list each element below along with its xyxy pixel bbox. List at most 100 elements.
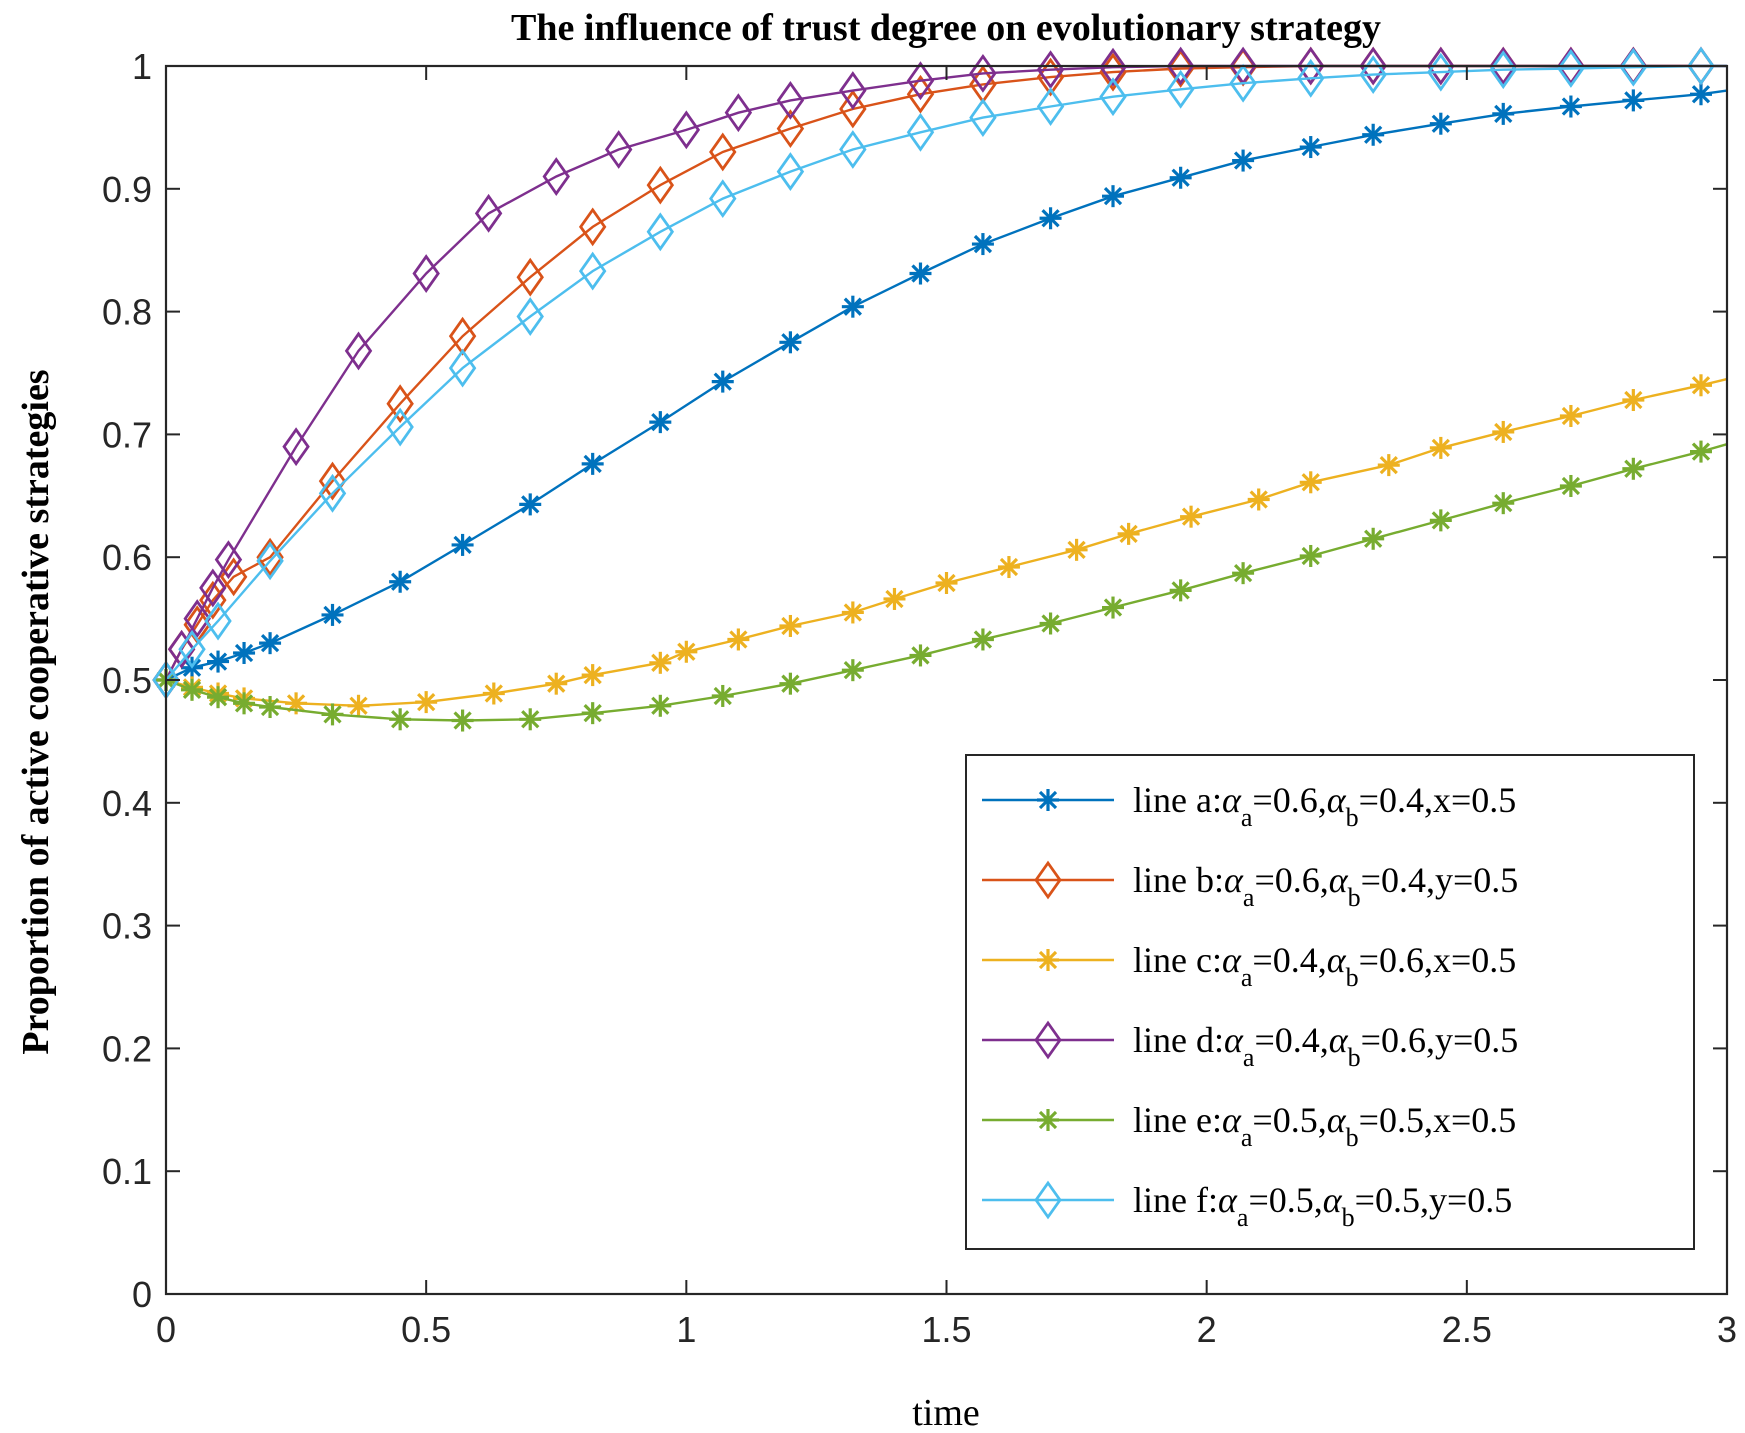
- data-point: [776, 80, 805, 120]
- data-point: [1427, 46, 1455, 86]
- data-point: [649, 694, 672, 717]
- data-point: [519, 493, 542, 516]
- data-point: [321, 603, 344, 626]
- data-point: [711, 370, 734, 393]
- data-point: [1492, 492, 1515, 515]
- legend-entry: line e:αa=0.5,αb=0.5,x=0.5: [982, 1100, 1516, 1152]
- data-point: [578, 251, 607, 291]
- data-point: [1180, 505, 1203, 528]
- series-line-a: [165, 89, 1728, 682]
- data-point: [321, 703, 344, 726]
- y-tick-label: 1: [132, 46, 152, 87]
- data-point: [318, 473, 347, 513]
- legend-entry: line c:αa=0.4,αb=0.6,x=0.5: [982, 940, 1516, 992]
- data-point: [389, 570, 412, 593]
- data-point: [259, 632, 282, 655]
- data-point: [415, 691, 438, 714]
- data-point: [545, 672, 568, 695]
- data-point: [1232, 149, 1255, 172]
- data-point: [1362, 123, 1385, 146]
- data-point: [971, 628, 994, 651]
- data-point: [233, 692, 256, 715]
- x-axis-label: time: [912, 1392, 980, 1433]
- x-tick-label: 2: [1197, 1309, 1217, 1350]
- data-point: [199, 568, 227, 608]
- series-line-e: [165, 443, 1728, 722]
- legend-box: [965, 754, 1695, 1250]
- data-point: [1359, 55, 1387, 95]
- data-point: [1299, 544, 1322, 567]
- legend-marker: [1034, 1180, 1062, 1220]
- data-point: [1036, 87, 1065, 126]
- legend: line a:αa=0.6,αb=0.4,x=0.5 line b:αa=0.6,…: [965, 754, 1695, 1250]
- legend-label: line a:αa=0.6,αb=0.4,x=0.5: [1133, 780, 1516, 832]
- data-point: [451, 709, 474, 732]
- data-point: [604, 130, 633, 169]
- data-point: [181, 678, 204, 701]
- legend-label: line f:αa=0.5,αb=0.5,y=0.5: [1133, 1180, 1512, 1232]
- y-axis-label: Proportion of active cooperative strateg…: [15, 369, 57, 1054]
- data-point: [839, 130, 867, 169]
- data-point: [581, 452, 604, 475]
- x-tick-label: 3: [1717, 1309, 1737, 1350]
- data-point: [1429, 509, 1452, 532]
- data-point: [1036, 50, 1065, 90]
- data-point: [542, 157, 570, 196]
- data-point: [646, 212, 675, 252]
- data-point: [519, 708, 542, 731]
- data-point: [646, 165, 675, 205]
- y-tick-label: 0.9: [102, 169, 152, 210]
- data-point: [389, 708, 412, 731]
- data-point: [997, 556, 1020, 579]
- data-point: [1622, 89, 1645, 112]
- data-point: [474, 193, 503, 233]
- y-tick-label: 0.3: [102, 906, 152, 947]
- series-layer: [152, 46, 1728, 732]
- data-point: [1065, 538, 1088, 561]
- legend-marker: [1037, 789, 1059, 811]
- data-point: [1297, 58, 1325, 98]
- data-point: [649, 411, 672, 434]
- data-point: [1229, 63, 1257, 103]
- data-point: [233, 641, 256, 664]
- data-point: [1492, 102, 1515, 125]
- data-point: [1689, 374, 1712, 397]
- axes-layer: 0 0.5 1 1.5 2 2.5 3 0 0.1 0.2 0.3 0.4 0.5 0.6 0.7 0.8 0.…: [102, 46, 1737, 1350]
- data-point: [969, 53, 997, 93]
- y-tick-label: 0.1: [102, 1151, 152, 1192]
- legend-label: line b:αa=0.6,αb=0.4,y=0.5: [1133, 860, 1518, 912]
- data-point: [1299, 136, 1322, 159]
- y-tick-label: 0.7: [102, 414, 152, 455]
- data-point: [1039, 207, 1062, 230]
- data-point: [1559, 95, 1582, 118]
- data-point: [1169, 579, 1192, 602]
- x-tick-label: 0: [156, 1309, 176, 1350]
- x-tick-label: 0.5: [401, 1309, 451, 1350]
- data-point: [709, 132, 737, 172]
- legend-entry: line a:αa=0.6,αb=0.4,x=0.5: [982, 780, 1516, 832]
- data-point: [727, 628, 750, 651]
- data-point: [841, 659, 864, 682]
- data-point: [1099, 77, 1127, 117]
- data-point: [779, 331, 802, 354]
- data-point: [1166, 49, 1195, 88]
- data-point: [909, 262, 932, 285]
- data-point: [1622, 457, 1645, 480]
- y-tick-label: 0.5: [102, 660, 152, 701]
- data-point: [448, 348, 477, 388]
- data-point: [1689, 83, 1712, 106]
- legend-label: line d:αa=0.4,αb=0.6,y=0.5: [1133, 1020, 1518, 1072]
- y-tick-label: 0.6: [102, 537, 152, 578]
- legend-marker: [1037, 1109, 1059, 1131]
- data-point: [1036, 57, 1065, 97]
- legend-entry: line d:αa=0.4,αb=0.6,y=0.5: [982, 1020, 1518, 1072]
- data-point: [1377, 454, 1400, 477]
- data-point: [906, 112, 935, 152]
- data-point: [1039, 612, 1062, 635]
- data-point: [344, 331, 373, 371]
- data-point: [207, 650, 230, 673]
- data-point: [1297, 46, 1325, 86]
- data-point: [1362, 527, 1385, 550]
- data-point: [386, 407, 414, 447]
- series-e: [155, 440, 1728, 732]
